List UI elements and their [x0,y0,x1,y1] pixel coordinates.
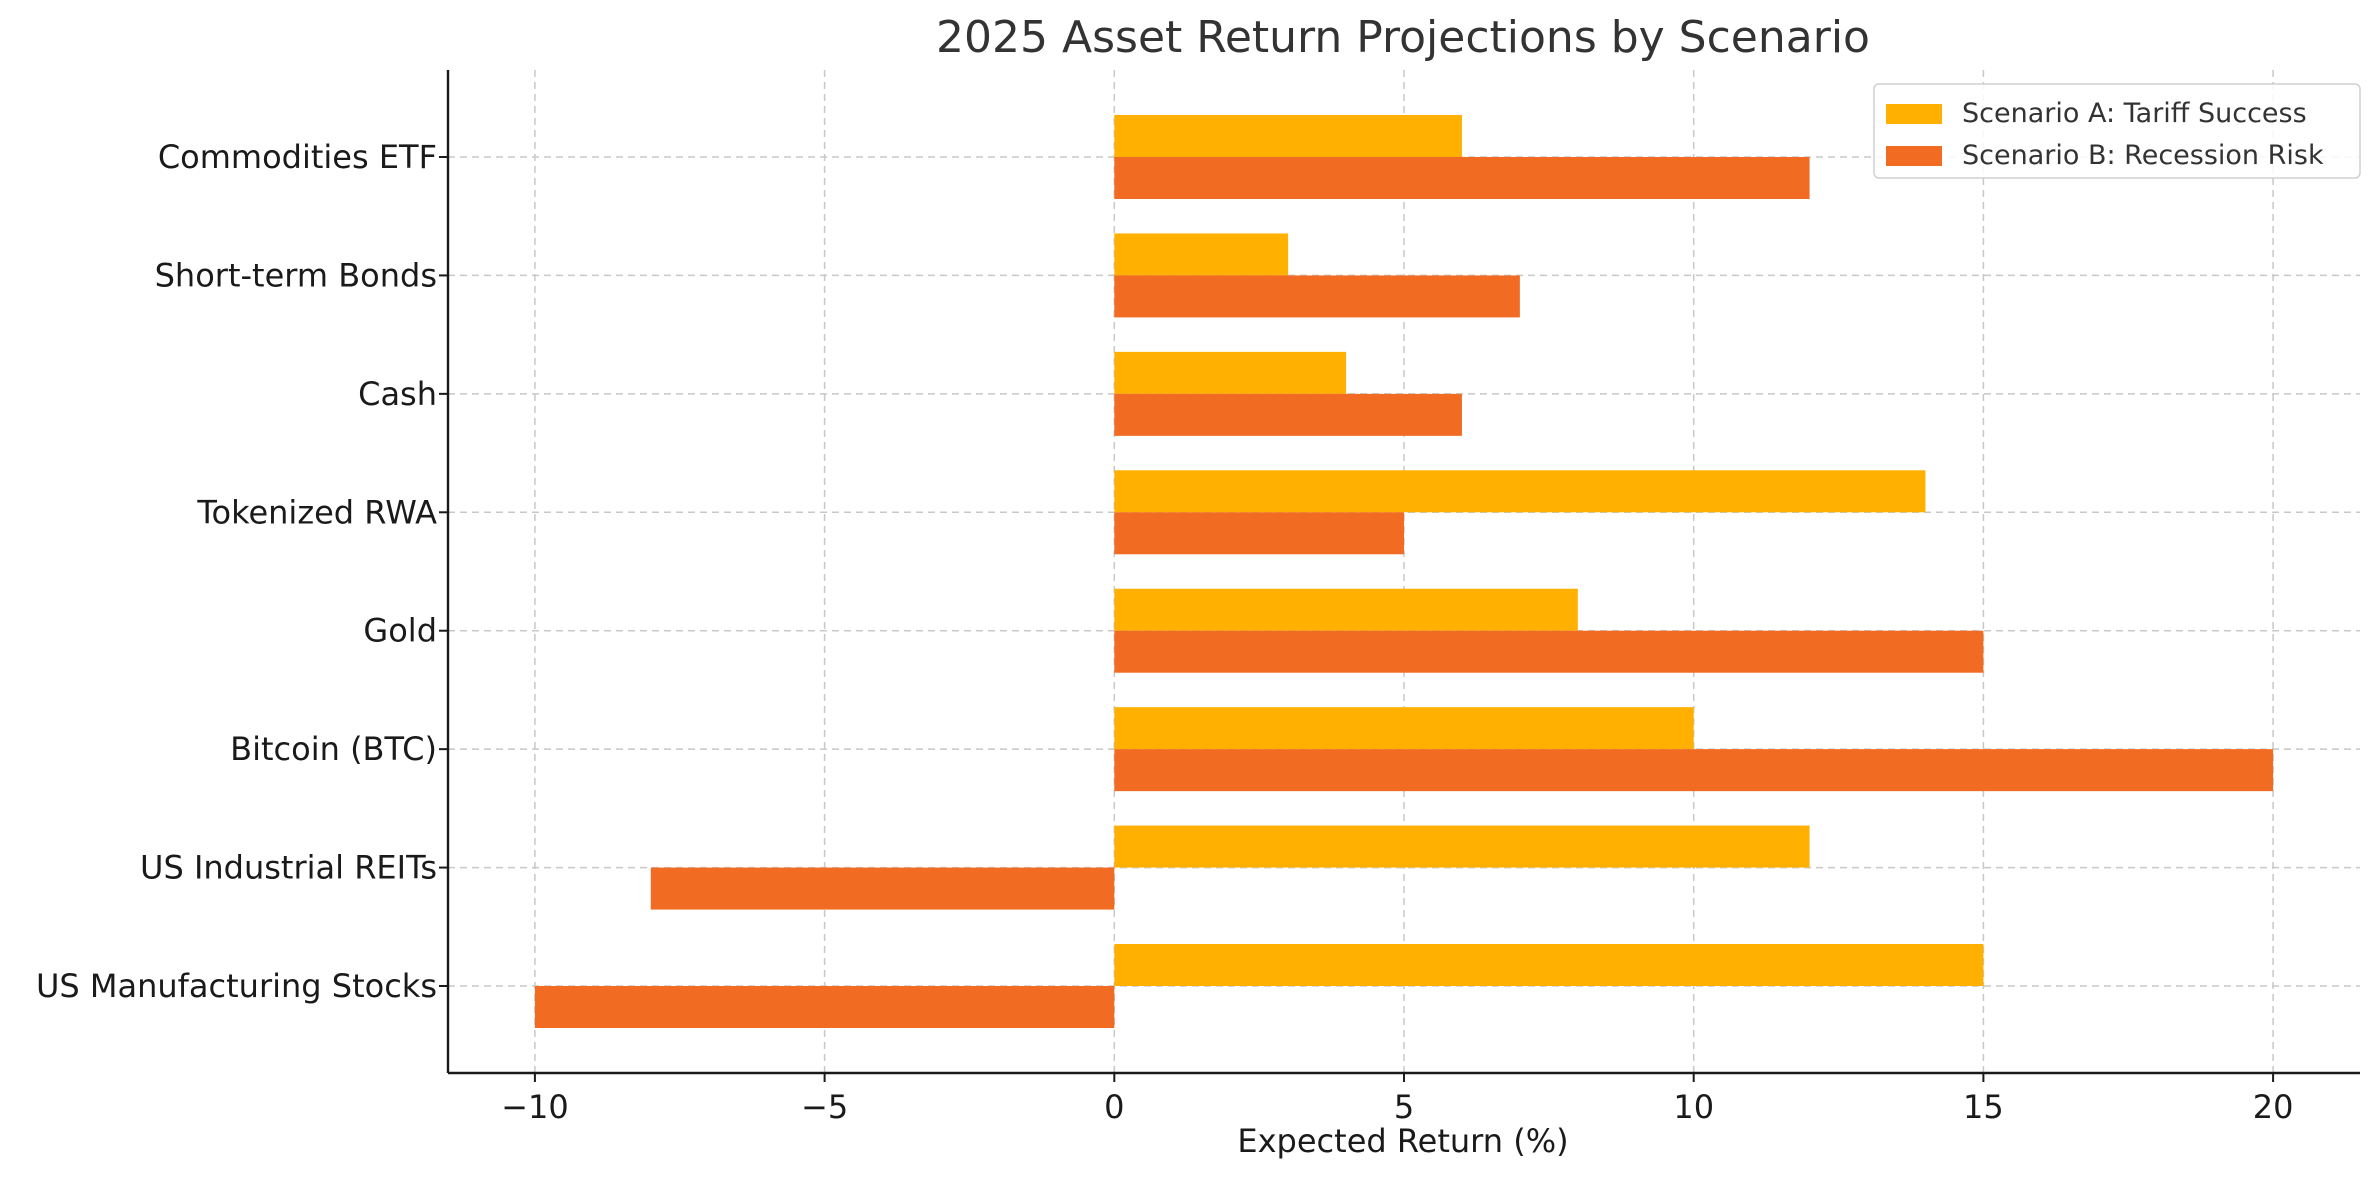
x-tick-label: 0 [1104,1088,1124,1126]
bars-layer [534,115,2274,1028]
bar-scenario-b [1114,275,1520,318]
y-tick-label: Tokenized RWA [196,493,437,531]
x-axis-label: Expected Return (%) [1237,1122,1568,1160]
y-tick-label: Gold [363,612,437,650]
x-tick-label: 20 [2253,1088,2294,1126]
bar-scenario-a [1114,944,1984,986]
bar-scenario-b [1114,393,1462,436]
bar-scenario-a [1114,825,1810,868]
y-tick-label: US Manufacturing Stocks [36,967,437,1005]
bar-scenario-b [1114,157,1810,199]
x-tick-label: 5 [1394,1088,1414,1126]
x-tick-label: 15 [1963,1088,2004,1126]
bar-scenario-b [1114,512,1404,555]
chart-title: 2025 Asset Return Projections by Scenari… [936,12,1870,63]
bar-scenario-a [1114,707,1694,750]
legend-label: Scenario A: Tariff Success [1962,98,2307,129]
legend-swatch [1886,146,1942,166]
bar-scenario-a [1114,351,1347,394]
bar-scenario-a [1114,115,1462,157]
y-tick-label: Cash [358,375,437,413]
x-tick-label: −10 [501,1088,569,1126]
ticks-layer: −10 −5 0 5 10 15 20 US Manufacturing Stocks US I… [36,138,2293,1126]
y-tick-label: Bitcoin (BTC) [230,730,437,768]
bar-scenario-b [1114,630,1984,673]
y-tick-label: US Industrial REITs [140,849,437,887]
bar-scenario-a [1114,470,1926,513]
y-tick-label: Short-term Bonds [155,256,437,294]
y-tick-label: Commodities ETF [158,138,437,176]
bar-scenario-a [1114,233,1289,276]
bar-scenario-b [1114,749,2274,792]
x-tick-label: −5 [801,1088,848,1126]
legend-label: Scenario B: Recession Risk [1962,140,2324,171]
bar-scenario-b [650,867,1115,910]
bar-scenario-b [534,986,1115,1028]
grid-layer [448,70,2360,1073]
legend-swatch [1886,104,1942,124]
legend: Scenario A: Tariff Success Scenario B: Re… [1873,83,2361,179]
bar-scenario-a [1114,588,1578,631]
x-tick-label: 10 [1673,1088,1714,1126]
legend-box [1873,83,2361,179]
